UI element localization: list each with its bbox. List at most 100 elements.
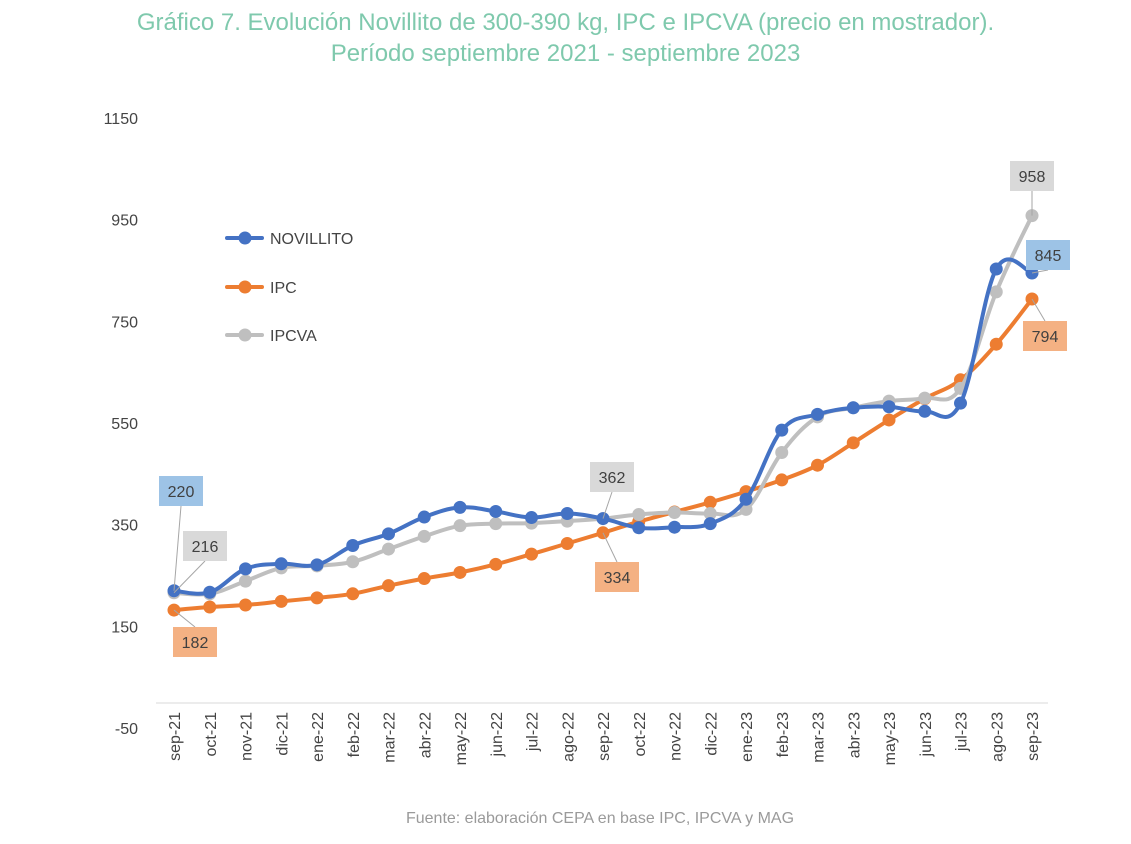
callout-box [183, 531, 227, 561]
data-point-novillito [954, 396, 967, 410]
data-point-ipcva [453, 519, 467, 533]
data-point-ipc [382, 579, 395, 593]
data-point-novillito [274, 557, 288, 571]
legend-marker-novillito [238, 231, 252, 245]
data-point-novillito [346, 539, 360, 553]
data-label: 362 [599, 470, 626, 487]
y-tick-label: 750 [111, 314, 138, 331]
callout-box [1023, 321, 1067, 351]
y-tick-label: -50 [115, 721, 138, 738]
x-tick-label: nov-21 [239, 712, 256, 761]
data-point-ipcva [668, 505, 681, 519]
callout-leader [1031, 298, 1046, 322]
x-tick-label: dic-21 [274, 712, 291, 756]
data-point-ipcva [632, 508, 646, 521]
x-tick-label: ago-22 [560, 712, 577, 762]
data-point-novillito [453, 500, 467, 514]
x-tick-label: sep-23 [1025, 712, 1042, 761]
data-point-novillito [239, 562, 252, 576]
data-point-novillito [882, 400, 896, 414]
x-tick-label: jul-22 [525, 712, 542, 752]
x-tick-label: feb-22 [346, 712, 363, 757]
x-tick-label: nov-22 [668, 712, 685, 761]
x-tick-label: may-23 [882, 712, 899, 765]
callout-box [590, 462, 634, 492]
x-tick-label: oct-22 [632, 712, 649, 757]
data-point-novillito [811, 407, 824, 421]
x-tick-label: ene-23 [739, 712, 756, 762]
x-tick-label: dic-22 [703, 712, 720, 756]
data-point-ipc [989, 337, 1003, 351]
data-point-ipc [417, 572, 431, 586]
y-tick-label: 1150 [104, 111, 139, 128]
y-tick-label: 550 [111, 416, 138, 433]
data-point-ipc [811, 458, 824, 472]
data-point-ipc [310, 591, 324, 605]
data-label: 794 [1032, 329, 1059, 346]
data-point-ipc [274, 594, 288, 608]
data-point-ipcva [417, 529, 431, 543]
data-point-ipc [560, 536, 574, 550]
x-tick-label: oct-21 [203, 712, 220, 757]
data-point-novillito [775, 423, 789, 437]
data-point-novillito [417, 510, 431, 524]
data-point-ipc [525, 547, 538, 561]
data-label: 958 [1019, 169, 1046, 186]
x-tick-label: feb-23 [775, 712, 792, 757]
x-tick-label: mar-23 [811, 712, 828, 763]
callout-box [1010, 161, 1054, 191]
callout-box [1026, 240, 1070, 270]
callout-leader [173, 505, 182, 591]
x-tick-label: sep-21 [167, 712, 184, 761]
legend-label-novillito: NOVILLITO [270, 231, 353, 248]
x-tick-label: jun-23 [918, 712, 935, 758]
data-point-novillito [846, 401, 860, 415]
data-label: 182 [182, 635, 209, 652]
series-line-novillito [172, 257, 1034, 596]
callout-leader [602, 532, 618, 563]
data-point-novillito [668, 520, 681, 534]
data-point-novillito [525, 511, 538, 525]
callout-leader [1031, 269, 1049, 274]
data-point-ipc [346, 587, 360, 601]
legend-label-ipcva: IPCVA [270, 328, 317, 345]
data-point-ipc [882, 413, 896, 427]
data-point-novillito [489, 504, 503, 518]
x-tick-label: sep-22 [596, 712, 613, 761]
data-point-ipc [489, 557, 503, 571]
data-point-ipcva [346, 555, 360, 569]
x-tick-label: abr-23 [846, 712, 863, 758]
source-note: Fuente: elaboración CEPA en base IPC, IP… [405, 810, 795, 827]
data-point-ipc [203, 600, 217, 614]
data-point-novillito [310, 558, 324, 572]
x-tick-label: ene-22 [310, 712, 327, 762]
data-point-novillito [918, 404, 932, 418]
data-point-ipc [239, 598, 252, 612]
data-point-ipc [453, 565, 467, 579]
data-point-novillito [560, 506, 574, 520]
data-label: 220 [168, 484, 195, 501]
data-point-novillito [739, 492, 753, 506]
data-point-ipc [775, 473, 789, 487]
data-label: 216 [192, 539, 219, 556]
data-point-novillito [382, 527, 395, 541]
callout-box [595, 562, 639, 592]
y-tick-label: 350 [111, 518, 138, 535]
legend-marker-ipcva [238, 328, 252, 342]
legend-label-ipc: IPC [270, 280, 297, 297]
data-point-novillito [989, 262, 1003, 276]
x-tick-label: jul-23 [954, 712, 971, 752]
legend-marker-ipc [238, 280, 252, 294]
data-point-novillito [632, 521, 646, 535]
x-tick-label: may-22 [453, 712, 470, 765]
data-point-ipcva [989, 285, 1003, 299]
y-tick-label: 950 [111, 213, 138, 230]
data-label: 845 [1035, 248, 1062, 265]
data-point-ipcva [918, 391, 932, 405]
data-point-ipcva [239, 574, 252, 588]
callout-leader [173, 609, 196, 628]
data-point-novillito [703, 517, 717, 531]
data-point-ipc [703, 495, 717, 509]
x-tick-label: jun-22 [489, 712, 506, 758]
